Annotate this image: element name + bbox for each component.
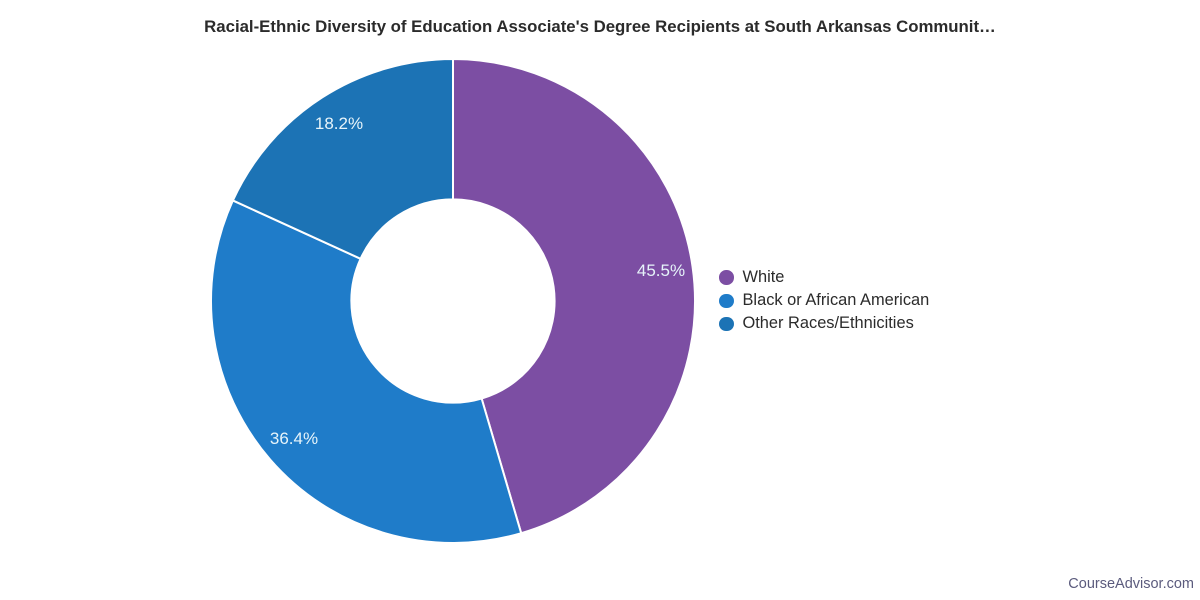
svg-text:18.2%: 18.2% (315, 114, 363, 133)
svg-text:45.5%: 45.5% (637, 261, 685, 280)
svg-text:36.4%: 36.4% (270, 429, 318, 448)
